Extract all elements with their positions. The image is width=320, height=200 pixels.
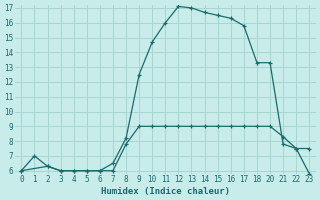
X-axis label: Humidex (Indice chaleur): Humidex (Indice chaleur) [101, 187, 230, 196]
